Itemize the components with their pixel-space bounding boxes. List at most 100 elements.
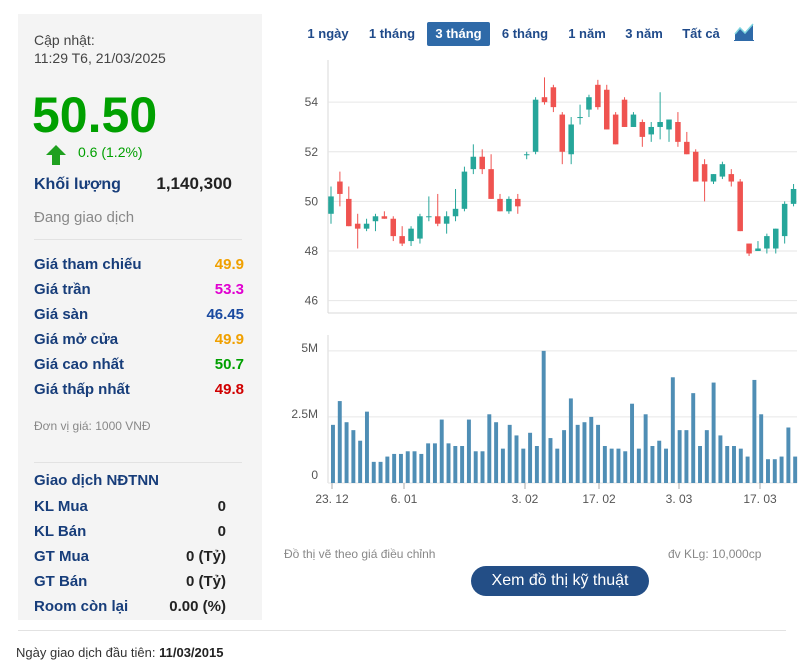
tab-period[interactable]: 3 tháng — [427, 22, 490, 46]
adjusted-price-note: Đồ thị vẽ theo giá điều chỉnh — [284, 547, 436, 561]
volume-bar — [555, 448, 560, 483]
price-row-value: 46.45 — [206, 306, 244, 323]
volume-bar — [677, 430, 682, 483]
foreign-row-value: 0 — [217, 523, 226, 540]
foreign-row-label: KL Bán — [34, 523, 87, 540]
volume-bar — [643, 414, 648, 483]
candle-body — [612, 114, 619, 145]
volume-bar — [392, 453, 397, 483]
volume-bar — [582, 422, 587, 483]
price-row-value: 53.3 — [214, 281, 244, 298]
candle-body — [781, 203, 788, 237]
y-tick-label: 5M — [301, 341, 318, 355]
price-row-value: 50.7 — [214, 356, 244, 373]
first-trading-label: Ngày giao dịch đầu tiên: — [16, 645, 156, 660]
tab-period[interactable]: 1 tháng — [368, 26, 416, 41]
volume-bar — [575, 424, 580, 483]
price-row-label: Giá cao nhất — [34, 356, 125, 373]
volume-bar — [772, 459, 777, 483]
candle-body — [479, 156, 485, 170]
volume-bar — [412, 451, 417, 483]
trading-status: Đang giao dịch — [34, 209, 135, 226]
candle-body — [337, 181, 343, 194]
volume-bar — [732, 446, 736, 483]
tab-period[interactable]: 1 ngày — [307, 26, 349, 41]
volume-label: Khối lượng — [34, 176, 121, 193]
foreign-row-value: 0 — [217, 498, 226, 515]
candle-body — [328, 196, 334, 214]
volume-bar — [698, 446, 702, 483]
candle-body — [434, 216, 441, 224]
candle-body — [701, 164, 708, 182]
candle-body — [737, 181, 743, 232]
candle-body — [497, 198, 503, 212]
candle-body — [515, 198, 521, 207]
candle-body — [506, 198, 512, 212]
price-row: Giá trần 53.3 — [34, 281, 244, 298]
candle-body — [773, 228, 779, 249]
price-row: Giá sàn 46.45 — [34, 306, 244, 323]
update-label: Cập nhật: — [34, 32, 95, 48]
foreign-row: KL Mua 0 — [34, 498, 244, 515]
volume-bar — [684, 430, 689, 483]
volume-bar — [426, 443, 431, 483]
tab-period[interactable]: 6 tháng — [501, 26, 549, 41]
volume-bar — [460, 446, 465, 483]
volume-bar — [548, 438, 553, 483]
price-row: Giá tham chiếu 49.9 — [34, 256, 244, 273]
volume-bar — [589, 416, 594, 483]
price-row: Giá thấp nhất 49.8 — [34, 381, 244, 398]
tab-period[interactable]: Tất cả — [682, 26, 720, 41]
volume-bar — [664, 448, 669, 483]
volume-unit-note: đv KLg: 10,000cp — [668, 547, 762, 561]
candle-body — [550, 87, 557, 108]
candle-body — [568, 124, 574, 155]
candle-body — [523, 154, 530, 156]
volume-bar — [500, 448, 505, 483]
volume-bar — [466, 419, 471, 483]
volume-bar — [344, 422, 349, 483]
price-row-value: 49.9 — [214, 331, 244, 348]
y-tick-label: 54 — [305, 95, 319, 109]
foreign-row-label: GT Mua — [34, 548, 89, 565]
candle-body — [443, 216, 450, 224]
price-row: Giá mở cửa 49.9 — [34, 331, 244, 348]
volume-bar — [528, 432, 533, 483]
candle-body — [728, 174, 735, 182]
foreign-trading-title: Giao dịch NĐTNN — [34, 472, 160, 489]
area-chart-icon[interactable] — [733, 22, 755, 42]
candle-body — [417, 216, 423, 239]
volume-bar — [480, 451, 485, 483]
volume-bar — [636, 448, 641, 483]
volume-bar — [568, 398, 573, 483]
volume-bar — [507, 424, 512, 483]
volume-bar — [405, 451, 410, 483]
divider — [18, 630, 786, 631]
volume-bar — [398, 453, 403, 483]
tab-period[interactable]: 1 năm — [568, 26, 606, 41]
technical-chart-button[interactable]: Xem đồ thị kỹ thuật — [471, 566, 649, 596]
x-tick-label: 17. 02 — [582, 492, 616, 506]
volume-bar — [596, 424, 601, 483]
quote-panel: Cập nhật: 11:29 T6, 21/03/2025 50.50 0.6… — [18, 14, 262, 620]
candle-body — [666, 119, 672, 130]
volume-bar — [487, 414, 492, 483]
foreign-row: GT Bán 0 (Tỷ) — [34, 573, 244, 590]
candle-body — [603, 89, 610, 130]
x-tick-label: 6. 01 — [391, 492, 418, 506]
volume-bar — [691, 393, 696, 483]
foreign-row-value: 0 (Tỷ) — [185, 548, 226, 565]
volume-value: 1,140,300 — [156, 174, 232, 193]
x-tick-label: 23. 12 — [315, 492, 349, 506]
x-tick-label: 3. 02 — [512, 492, 539, 506]
volume-bar — [704, 430, 709, 483]
volume-bar — [616, 448, 621, 483]
candle-body — [470, 156, 477, 170]
tab-period[interactable]: 3 năm — [625, 26, 663, 41]
volume-bar — [351, 430, 356, 483]
volume-bar — [786, 427, 791, 483]
candle-body — [684, 141, 690, 155]
y-tick-label: 52 — [305, 145, 319, 159]
candle-body — [354, 223, 361, 229]
price-row-label: Giá sàn — [34, 306, 89, 323]
